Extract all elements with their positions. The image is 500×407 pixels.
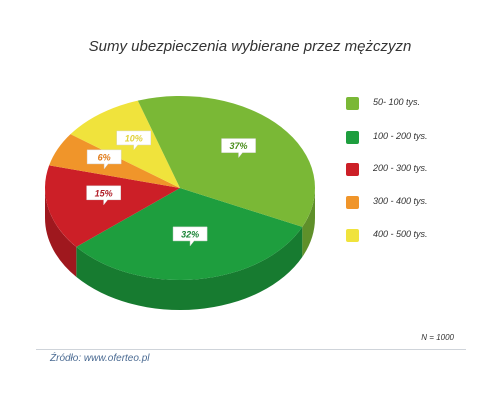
legend-swatch-300-400 [346, 196, 359, 209]
legend-label-200-300: 200 - 300 tys. [373, 163, 428, 173]
sample-size-note: N = 1000 [421, 333, 454, 342]
data-label-box-50-100 [221, 138, 256, 159]
legend-swatch-400-500 [346, 229, 359, 242]
data-label-box-200-300 [86, 185, 121, 206]
data-label-300-400: 6% [86, 149, 122, 170]
pie-labels-group: 32% 15% 6% 10% 37% [86, 130, 256, 247]
legend-label-300-400: 300 - 400 tys. [373, 196, 428, 206]
data-label-text-200-300: 15% [95, 188, 113, 198]
legend-item-300-400: 300 - 400 tys. [346, 195, 486, 211]
data-label-box-400-500 [116, 130, 152, 151]
data-label-box-300-400 [86, 149, 122, 170]
pie-side-group [45, 188, 315, 311]
pie-top-group [44, 96, 315, 281]
legend-label-400-500: 400 - 500 tys. [373, 229, 428, 239]
legend-swatch-200-300 [346, 163, 359, 176]
data-label-text-50-100: 37% [230, 141, 248, 151]
data-label-text-100-200: 32% [181, 229, 199, 239]
data-label-text-400-500: 10% [125, 133, 143, 143]
data-label-100-200: 32% [172, 226, 208, 247]
data-label-400-500: 10% [116, 130, 152, 151]
legend-item-200-300: 200 - 300 tys. [346, 162, 486, 178]
pie-side-200-300 [45, 188, 77, 277]
pie-side-100-200 [76, 226, 303, 311]
pie-slice-50-100 [137, 96, 315, 227]
pie-slice-200-300 [44, 165, 180, 247]
data-label-box-100-200 [172, 226, 208, 247]
legend-label-50-100: 50- 100 tys. [373, 97, 421, 107]
legend-label-100-200: 100 - 200 tys. [373, 131, 428, 141]
legend-swatch-100-200 [346, 131, 359, 144]
data-label-50-100: 37% [221, 138, 256, 159]
pie-side-50-100 [302, 188, 315, 257]
legend-item-50-100: 50- 100 tys. [346, 96, 486, 112]
data-label-200-300: 15% [86, 185, 121, 206]
legend-swatch-50-100 [346, 97, 359, 110]
chart-title: Sumy ubezpieczenia wybierane przez mężcz… [88, 38, 412, 55]
legend-item-400-500: 400 - 500 tys. [346, 228, 486, 244]
legend-item-100-200: 100 - 200 tys. [346, 130, 486, 146]
data-label-text-300-400: 6% [98, 152, 111, 162]
source-text: Źródło: www.oferteo.pl [50, 353, 150, 364]
divider [36, 349, 466, 350]
